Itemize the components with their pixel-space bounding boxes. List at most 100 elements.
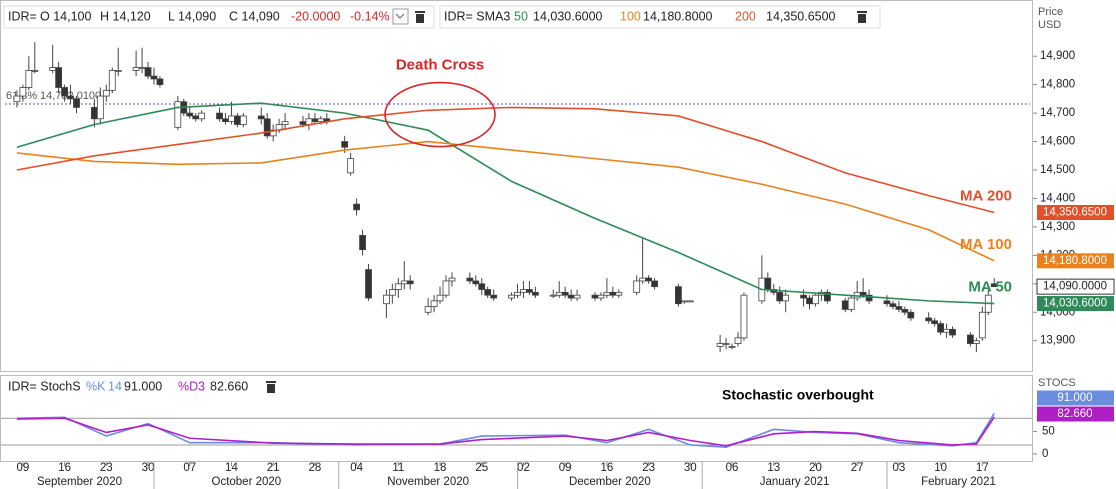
candle-body xyxy=(424,306,432,313)
candle-body xyxy=(55,67,63,88)
candle-body xyxy=(96,95,104,120)
price-panel xyxy=(0,0,1033,372)
candle-body xyxy=(573,294,581,299)
ma-line xyxy=(16,106,995,214)
candle-body xyxy=(341,141,349,148)
candle-body xyxy=(359,235,366,251)
last-value-label: 14,030.6000 xyxy=(1043,298,1107,310)
x-tick-label: 21 xyxy=(267,462,280,474)
study: IDR= SMA3 xyxy=(444,9,510,23)
x-tick-label: 04 xyxy=(350,462,363,474)
x-tick-label: 30 xyxy=(684,462,697,474)
x-tick-label: 25 xyxy=(475,462,488,474)
header-box xyxy=(439,5,881,29)
low: L 14,090 xyxy=(168,9,216,23)
ma-label: MA 100 xyxy=(960,236,1012,253)
candle-body xyxy=(490,294,498,299)
candle-body xyxy=(967,334,974,344)
candle-body xyxy=(514,291,521,296)
candle-body xyxy=(49,67,57,71)
candle-body xyxy=(680,300,688,303)
y-tick-label: 14,500 xyxy=(1040,164,1075,176)
candle-body xyxy=(823,291,831,302)
candle-body xyxy=(388,289,396,296)
x-tick-label: 23 xyxy=(100,462,113,474)
x-tick-label: 11 xyxy=(392,462,404,474)
candle-body xyxy=(978,311,986,339)
candle-body xyxy=(764,277,772,290)
x-tick-label: 17 xyxy=(976,462,989,474)
candle-body xyxy=(937,323,945,333)
month-label: October 2020 xyxy=(212,476,282,488)
delete-button[interactable] xyxy=(415,11,425,23)
candle-body xyxy=(722,343,730,345)
axis-unit: USD xyxy=(1038,19,1061,31)
candle-body xyxy=(234,115,241,125)
candle-body xyxy=(448,277,456,282)
y-tick-label: 13,900 xyxy=(1040,335,1075,347)
stoch-panel xyxy=(0,375,1033,462)
candle-body xyxy=(263,118,271,137)
candle-body xyxy=(531,291,539,296)
candle-body xyxy=(740,294,748,339)
candle-body xyxy=(400,280,408,285)
note: Stochastic overbought xyxy=(722,387,874,403)
candle-body xyxy=(299,121,307,125)
x-tick-label: 06 xyxy=(726,462,739,474)
legend-name: 200 xyxy=(735,9,756,23)
candle-body xyxy=(281,121,289,125)
candle-body xyxy=(25,70,33,88)
candle-body xyxy=(442,280,450,296)
candle-body xyxy=(567,294,575,299)
last-value-box xyxy=(1037,406,1114,422)
toggle-button[interactable] xyxy=(392,8,409,25)
change: -20.0000 xyxy=(291,9,340,23)
candle-body xyxy=(734,337,742,344)
x-tick-label: 18 xyxy=(434,462,447,474)
last-value-box xyxy=(1037,390,1114,406)
candle-body xyxy=(591,294,599,299)
y-tick-label: 14,400 xyxy=(1040,192,1075,204)
candle-body xyxy=(895,306,903,310)
candle-body xyxy=(347,158,355,174)
candle-body xyxy=(615,291,623,296)
candle-body xyxy=(198,112,206,120)
x-tick-label: 09 xyxy=(559,462,572,474)
candle-body xyxy=(430,300,438,307)
y-tick-label: 14,800 xyxy=(1040,79,1075,91)
axis-title: Price xyxy=(1038,6,1063,18)
stoch-title: IDR= StochS xyxy=(8,379,81,393)
x-tick-label: 09 xyxy=(16,462,29,474)
delete-button[interactable] xyxy=(857,11,867,23)
candle-body xyxy=(102,89,110,97)
x-tick-label: 28 xyxy=(308,462,321,474)
legend-name: 50 xyxy=(514,9,528,23)
delete-button[interactable] xyxy=(266,381,276,393)
candle-body xyxy=(549,294,557,297)
legend-period: 14 xyxy=(108,379,122,393)
annotation-circle xyxy=(384,81,496,148)
legend-value: 14,350.6500 xyxy=(766,9,836,23)
candle-body xyxy=(806,297,813,305)
candle-body xyxy=(555,291,563,296)
legend-value: 14,030.6000 xyxy=(533,9,603,23)
last-value-label: 14,180.8000 xyxy=(1043,255,1107,267)
last-value-label: 14,350.6500 xyxy=(1043,207,1107,219)
candle-body xyxy=(675,286,682,305)
candle-body xyxy=(67,95,74,100)
candle-body xyxy=(406,280,414,285)
ma-line xyxy=(16,140,995,262)
month-label: September 2020 xyxy=(37,476,122,488)
x-tick-label: 30 xyxy=(142,462,155,474)
candle-body xyxy=(114,70,122,72)
month-label: February 2021 xyxy=(921,476,996,488)
candle-body xyxy=(90,107,98,120)
annotation-text: Death Cross xyxy=(396,57,484,74)
candle-body xyxy=(216,112,223,120)
candle-body xyxy=(716,343,724,347)
x-tick-label: 23 xyxy=(642,462,655,474)
candle-body xyxy=(776,291,784,302)
candle-body xyxy=(889,303,897,307)
candle-body xyxy=(138,67,146,69)
